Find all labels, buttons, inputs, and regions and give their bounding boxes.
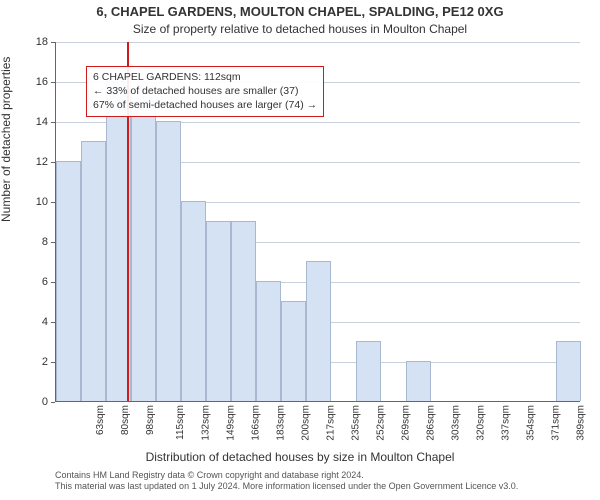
bar	[181, 201, 206, 401]
ytick-label: 4	[18, 316, 48, 328]
ytick-label: 2	[18, 356, 48, 368]
chart-container: 6, CHAPEL GARDENS, MOULTON CHAPEL, SPALD…	[0, 0, 600, 500]
xtick-label: 320sqm	[475, 405, 486, 441]
annotation-line2: ← 33% of detached houses are smaller (37…	[93, 84, 317, 98]
ytick-mark	[51, 42, 55, 43]
bar	[231, 221, 256, 401]
bar	[206, 221, 231, 401]
ytick-mark	[51, 82, 55, 83]
x-axis-label: Distribution of detached houses by size …	[0, 450, 600, 464]
xtick-label: 389sqm	[575, 405, 586, 441]
ytick-label: 8	[18, 236, 48, 248]
footnote-line2: This material was last updated on 1 July…	[55, 481, 518, 492]
xtick-label: 286sqm	[425, 405, 436, 441]
xtick-label: 337sqm	[500, 405, 511, 441]
xtick-label: 303sqm	[450, 405, 461, 441]
xtick-label: 252sqm	[375, 405, 386, 441]
chart-subtitle: Size of property relative to detached ho…	[0, 22, 600, 36]
footnote: Contains HM Land Registry data © Crown c…	[55, 470, 518, 493]
ytick-mark	[51, 122, 55, 123]
xtick-label: 371sqm	[550, 405, 561, 441]
bar	[306, 261, 331, 401]
annotation-line3: 67% of semi-detached houses are larger (…	[93, 98, 317, 112]
ytick-label: 14	[18, 116, 48, 128]
ytick-label: 18	[18, 36, 48, 48]
xtick-label: 354sqm	[525, 405, 536, 441]
ytick-mark	[51, 322, 55, 323]
xtick-label: 98sqm	[145, 405, 156, 435]
ytick-label: 6	[18, 276, 48, 288]
xtick-label: 132sqm	[200, 405, 211, 441]
annotation-line1: 6 CHAPEL GARDENS: 112sqm	[93, 70, 317, 84]
bar	[131, 101, 156, 401]
xtick-label: 269sqm	[400, 405, 411, 441]
ytick-mark	[51, 282, 55, 283]
bar	[256, 281, 281, 401]
footnote-line1: Contains HM Land Registry data © Crown c…	[55, 470, 518, 481]
xtick-label: 183sqm	[275, 405, 286, 441]
xtick-label: 115sqm	[174, 405, 185, 440]
bar	[281, 301, 306, 401]
bar	[81, 141, 106, 401]
ytick-label: 0	[18, 396, 48, 408]
xtick-label: 166sqm	[250, 405, 261, 441]
ytick-label: 16	[18, 76, 48, 88]
y-axis-label: Number of detached properties	[0, 57, 13, 222]
ytick-mark	[51, 242, 55, 243]
xtick-label: 149sqm	[225, 405, 236, 441]
xtick-label: 200sqm	[300, 405, 311, 441]
bar	[556, 341, 581, 401]
xtick-label: 235sqm	[350, 405, 361, 441]
ytick-mark	[51, 402, 55, 403]
gridline	[56, 42, 580, 43]
xtick-label: 217sqm	[325, 405, 336, 441]
bar	[56, 161, 81, 401]
chart-title: 6, CHAPEL GARDENS, MOULTON CHAPEL, SPALD…	[0, 4, 600, 19]
ytick-mark	[51, 202, 55, 203]
bar	[356, 341, 381, 401]
xtick-label: 63sqm	[95, 405, 106, 435]
ytick-label: 12	[18, 156, 48, 168]
bar	[406, 361, 431, 401]
ytick-label: 10	[18, 196, 48, 208]
plot-area: 6 CHAPEL GARDENS: 112sqm← 33% of detache…	[55, 42, 580, 402]
xtick-label: 80sqm	[120, 405, 131, 435]
bar	[156, 121, 181, 401]
annotation-box: 6 CHAPEL GARDENS: 112sqm← 33% of detache…	[86, 66, 324, 117]
ytick-mark	[51, 362, 55, 363]
ytick-mark	[51, 162, 55, 163]
